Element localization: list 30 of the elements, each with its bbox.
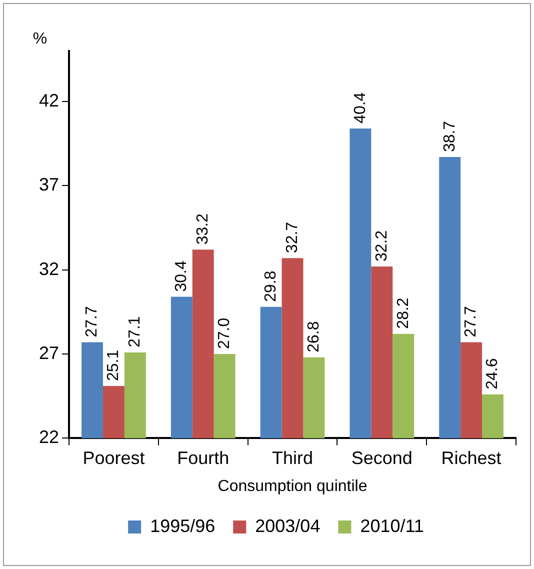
x-axis-title: Consumption quintile (218, 478, 368, 495)
x-tick-label: Fourth (177, 448, 230, 468)
legend-label: 2010/11 (360, 516, 424, 536)
data-label: 27.7 (84, 306, 101, 338)
data-label: 33.2 (194, 213, 212, 245)
data-label: 25.1 (105, 350, 122, 382)
x-tick-label: Richest (441, 448, 502, 468)
y-tick-label: 37 (38, 174, 60, 195)
y-tick-label: 22 (38, 427, 60, 448)
data-label: 27.1 (126, 316, 144, 348)
legend-label: 1995/96 (150, 516, 216, 536)
y-tick-label: 27 (38, 342, 60, 363)
y-axis-title: % (32, 30, 48, 48)
data-label: 40.4 (352, 92, 369, 124)
data-label: 30.4 (173, 260, 190, 292)
data-label: 28.2 (394, 298, 412, 329)
data-label: 32.2 (373, 230, 390, 262)
x-tick-label: Second (351, 448, 412, 468)
data-label: 26.8 (305, 321, 322, 352)
data-label: 32.7 (284, 222, 301, 254)
data-label: 38.7 (441, 120, 458, 152)
data-label: 29.8 (262, 270, 280, 302)
x-tick-label: Poorest (82, 448, 145, 468)
data-label: 27.7 (462, 306, 480, 338)
legend-label: 2003/04 (255, 516, 320, 536)
data-label: 24.6 (484, 358, 502, 390)
x-tick-label: Third (272, 448, 314, 468)
y-tick-label: 42 (38, 90, 60, 110)
y-tick-label: 32 (38, 258, 60, 279)
data-label: 27.0 (216, 318, 233, 350)
